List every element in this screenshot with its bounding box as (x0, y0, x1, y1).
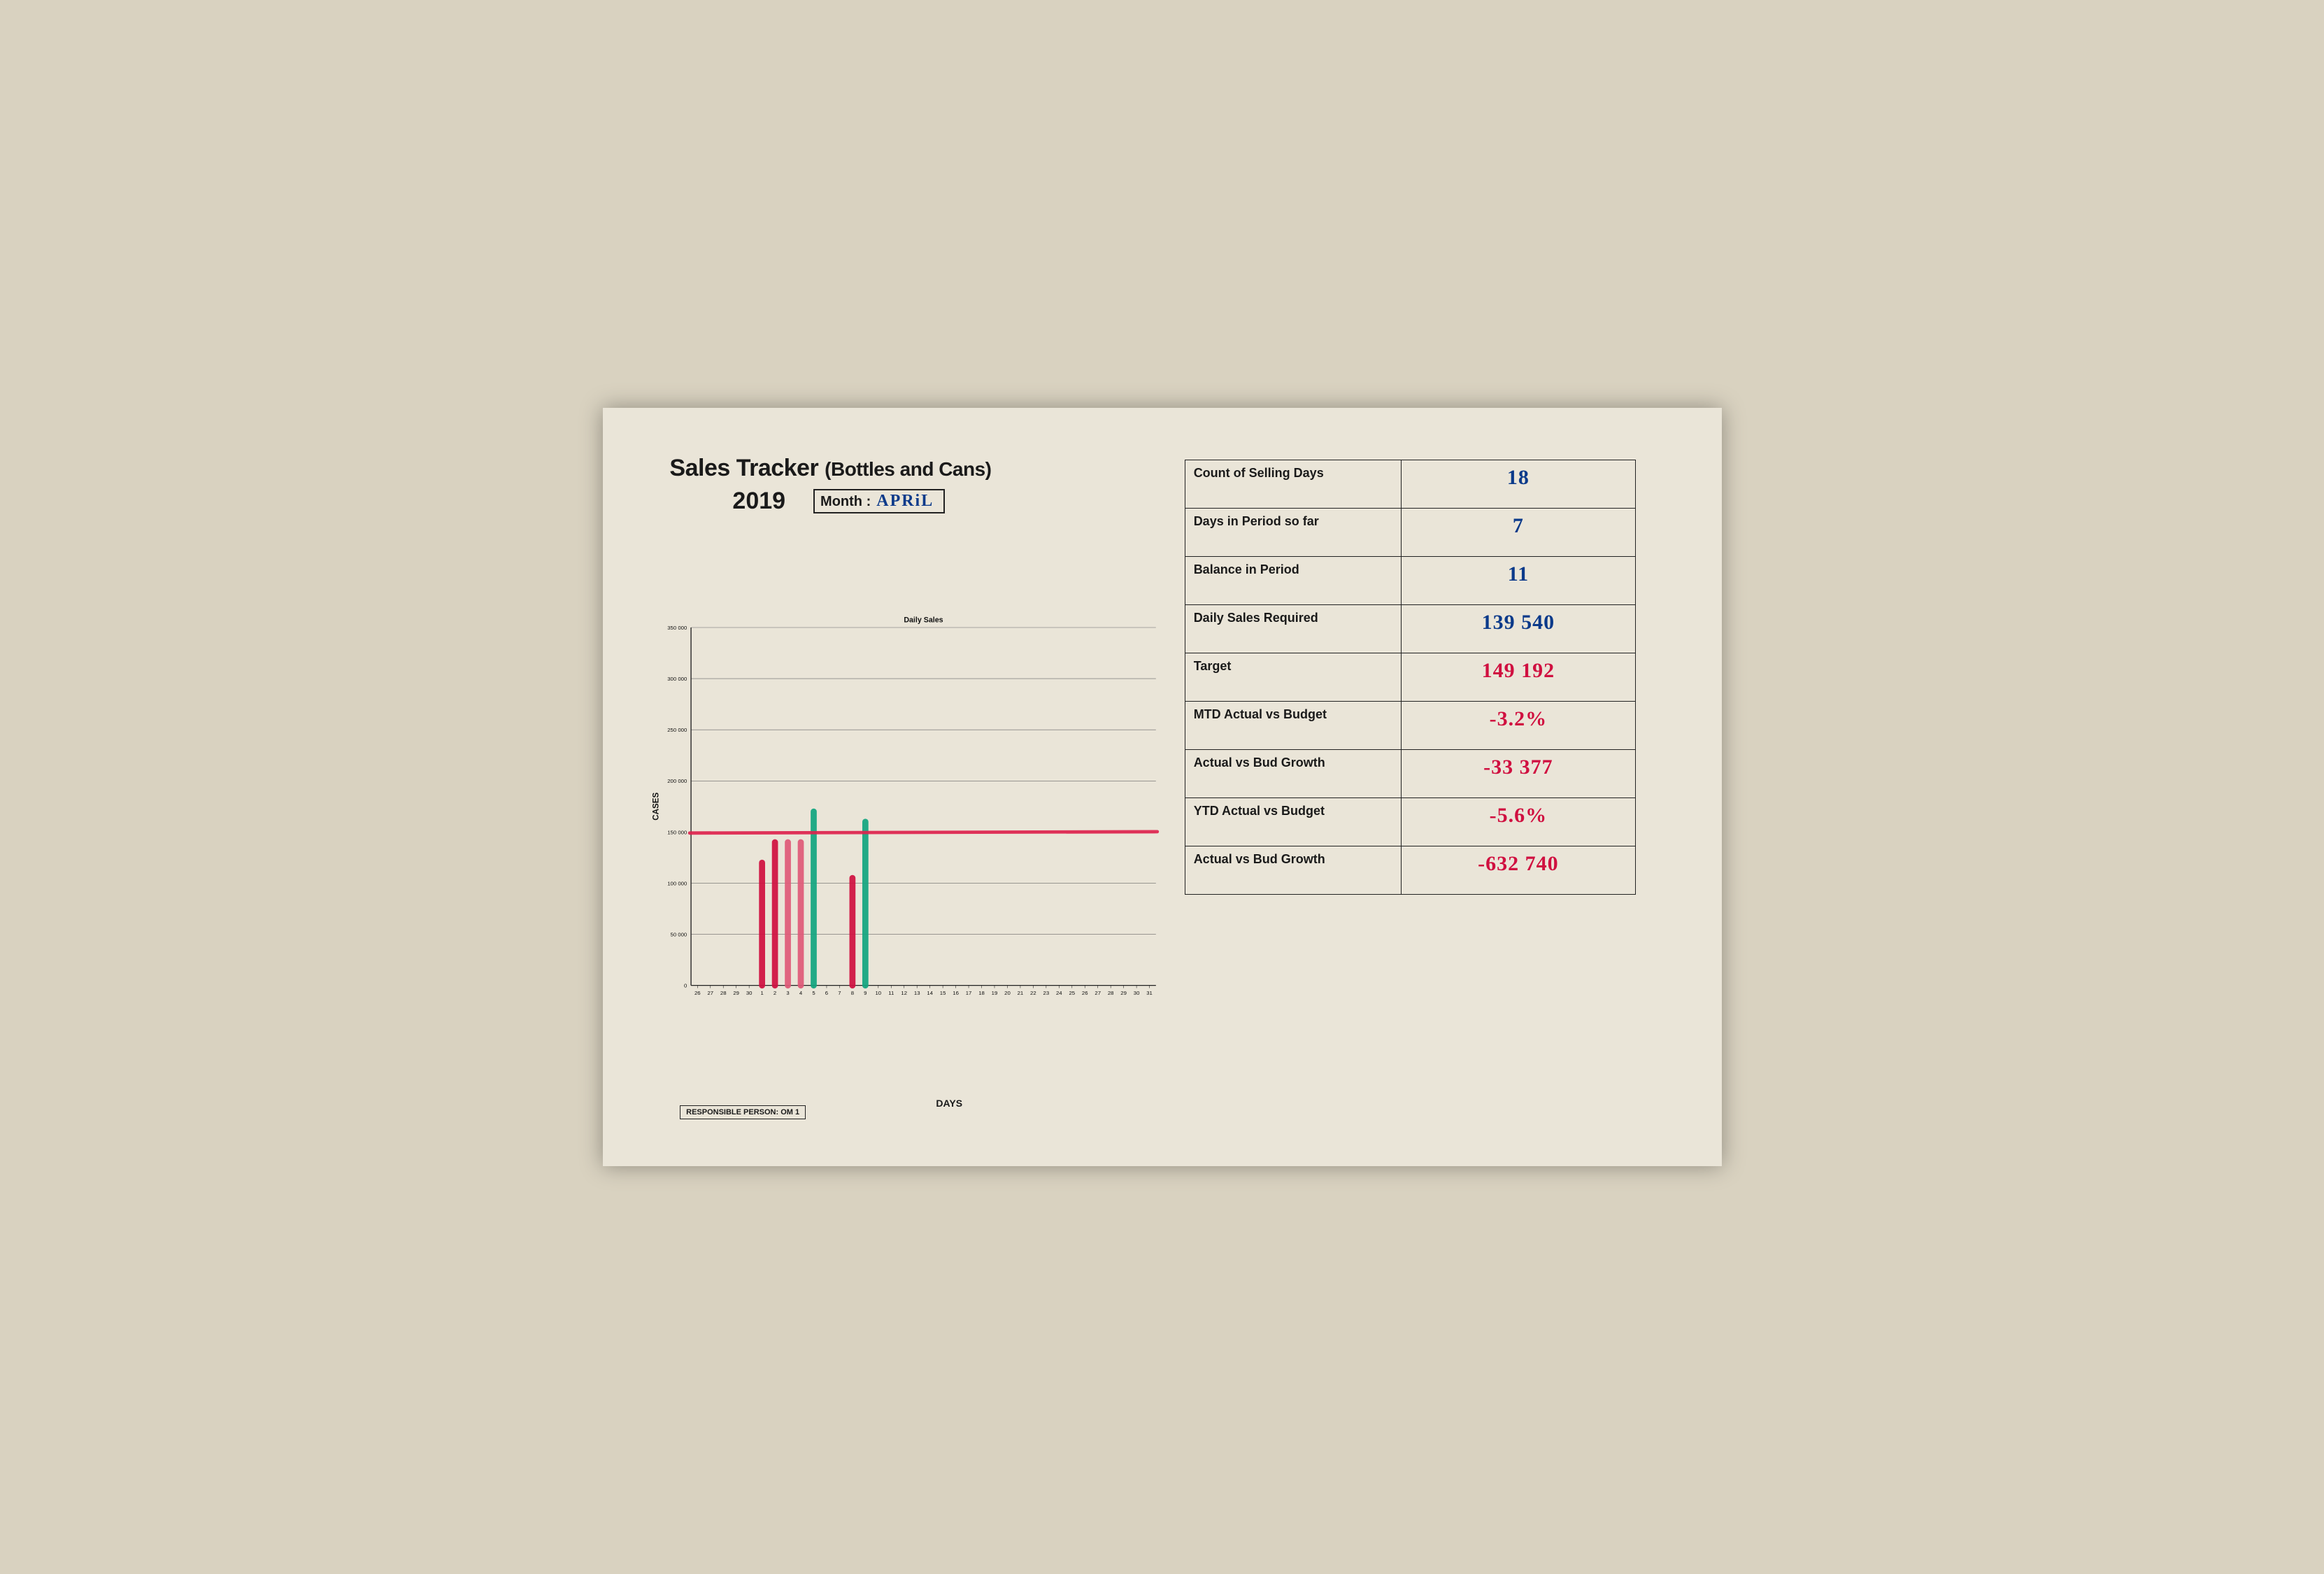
svg-text:7: 7 (838, 990, 841, 996)
month-value: APRiL (876, 492, 934, 511)
table-row: YTD Actual vs Budget-5.6% (1185, 798, 1635, 846)
svg-text:15: 15 (940, 990, 946, 996)
svg-text:4: 4 (799, 990, 803, 996)
metric-value: 149 192 (1401, 653, 1635, 702)
metric-label: Actual vs Bud Growth (1185, 846, 1401, 895)
table-row: Days in Period so far7 (1185, 509, 1635, 557)
metric-value: 7 (1401, 509, 1635, 557)
svg-text:350 000: 350 000 (667, 625, 687, 631)
svg-text:300 000: 300 000 (667, 676, 687, 682)
metric-label: YTD Actual vs Budget (1185, 798, 1401, 846)
svg-text:24: 24 (1056, 990, 1062, 996)
svg-text:31: 31 (1146, 990, 1153, 996)
svg-text:11: 11 (888, 990, 894, 996)
metric-label: Count of Selling Days (1185, 460, 1401, 509)
title-line-2: 2019 Month : APRiL (732, 488, 1164, 515)
month-label: Month : (820, 494, 871, 510)
svg-text:1: 1 (760, 990, 763, 996)
title-line-1: Sales Tracker (Bottles and Cans) (669, 455, 1164, 482)
daily-sales-chart: Daily Sales 0 50 000 100 000 150 000 200 000 2… (649, 523, 1164, 1102)
metric-value: 11 (1401, 557, 1635, 605)
svg-text:3: 3 (786, 990, 789, 996)
metric-label: Actual vs Bud Growth (1185, 750, 1401, 798)
svg-text:6: 6 (825, 990, 828, 996)
month-box: Month : APRiL (813, 489, 945, 513)
table-row: Actual vs Bud Growth-632 740 (1185, 846, 1635, 895)
svg-text:13: 13 (914, 990, 920, 996)
svg-text:26: 26 (1082, 990, 1088, 996)
metric-value: -632 740 (1401, 846, 1635, 895)
svg-text:20: 20 (1004, 990, 1011, 996)
left-panel: Sales Tracker (Bottles and Cans) 2019 Mo… (649, 455, 1174, 1119)
svg-text:19: 19 (992, 990, 998, 996)
svg-text:16: 16 (953, 990, 959, 996)
title-sub: (Bottles and Cans) (825, 458, 991, 480)
sales-tracker-sheet: Sales Tracker (Bottles and Cans) 2019 Mo… (603, 408, 1722, 1165)
svg-text:9: 9 (864, 990, 867, 996)
metrics-table: Count of Selling Days18Days in Period so… (1185, 460, 1636, 895)
metric-value: -33 377 (1401, 750, 1635, 798)
svg-text:23: 23 (1043, 990, 1049, 996)
metric-label: Balance in Period (1185, 557, 1401, 605)
svg-text:21: 21 (1018, 990, 1024, 996)
table-row: Count of Selling Days18 (1185, 460, 1635, 509)
metric-value: -3.2% (1401, 702, 1635, 750)
responsible-person-box: RESPONSIBLE PERSON: OM 1 (680, 1105, 806, 1119)
svg-text:150 000: 150 000 (667, 829, 687, 835)
right-panel: Count of Selling Days18Days in Period so… (1174, 455, 1675, 1119)
svg-text:5: 5 (812, 990, 815, 996)
svg-text:29: 29 (733, 990, 739, 996)
metric-value: -5.6% (1401, 798, 1635, 846)
svg-text:25: 25 (1069, 990, 1075, 996)
metric-label: Daily Sales Required (1185, 605, 1401, 653)
svg-text:100 000: 100 000 (667, 880, 687, 886)
svg-text:29: 29 (1120, 990, 1127, 996)
svg-text:50 000: 50 000 (670, 932, 687, 938)
svg-text:30: 30 (746, 990, 753, 996)
table-row: Balance in Period11 (1185, 557, 1635, 605)
svg-text:10: 10 (875, 990, 881, 996)
metric-label: Days in Period so far (1185, 509, 1401, 557)
svg-text:22: 22 (1030, 990, 1036, 996)
metric-value: 139 540 (1401, 605, 1635, 653)
metric-label: Target (1185, 653, 1401, 702)
svg-text:250 000: 250 000 (667, 727, 687, 733)
svg-text:18: 18 (978, 990, 985, 996)
svg-text:8: 8 (851, 990, 854, 996)
table-row: Daily Sales Required139 540 (1185, 605, 1635, 653)
svg-text:26: 26 (694, 990, 701, 996)
table-row: Target149 192 (1185, 653, 1635, 702)
svg-text:14: 14 (927, 990, 933, 996)
title-block: Sales Tracker (Bottles and Cans) 2019 Mo… (669, 455, 1164, 515)
svg-text:30: 30 (1134, 990, 1140, 996)
metric-label: MTD Actual vs Budget (1185, 702, 1401, 750)
svg-text:27: 27 (707, 990, 713, 996)
table-row: MTD Actual vs Budget-3.2% (1185, 702, 1635, 750)
svg-text:28: 28 (720, 990, 727, 996)
svg-text:0: 0 (684, 983, 687, 989)
svg-text:200 000: 200 000 (667, 778, 687, 784)
title-year: 2019 (732, 488, 785, 515)
svg-text:27: 27 (1095, 990, 1101, 996)
svg-text:28: 28 (1108, 990, 1114, 996)
svg-text:Daily Sales: Daily Sales (904, 616, 943, 624)
svg-text:CASES: CASES (652, 793, 661, 821)
svg-text:17: 17 (966, 990, 972, 996)
title-main: Sales Tracker (669, 455, 818, 481)
table-row: Actual vs Bud Growth-33 377 (1185, 750, 1635, 798)
svg-text:12: 12 (901, 990, 907, 996)
svg-text:2: 2 (774, 990, 776, 996)
metric-value: 18 (1401, 460, 1635, 509)
